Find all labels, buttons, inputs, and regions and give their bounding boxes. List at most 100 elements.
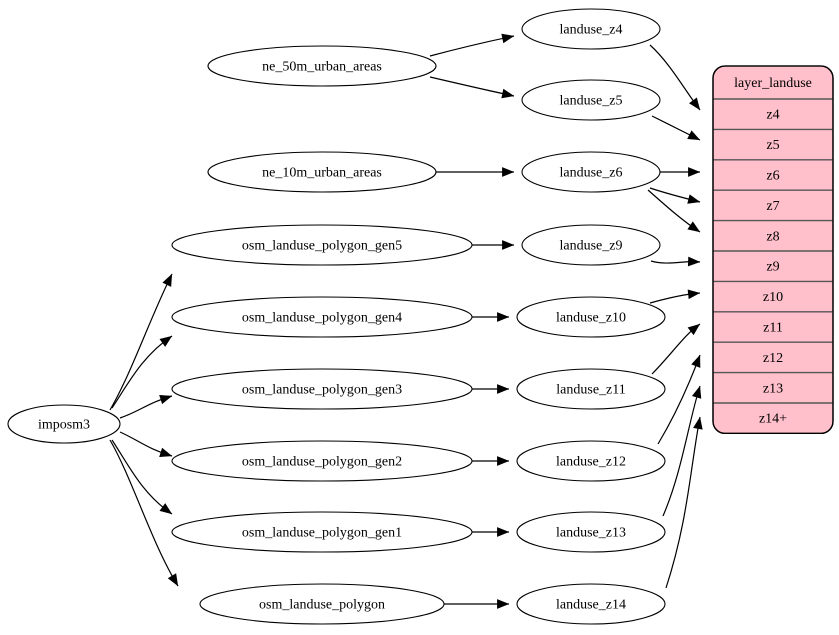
arrow-head (687, 323, 701, 336)
node-label-osm_landuse_polygon_gen2: osm_landuse_polygon_gen2 (242, 455, 402, 470)
node-label-ne_10m_urban_areas: ne_10m_urban_areas (262, 166, 382, 181)
edge-osm_landuse_polygon_gen2-to-landuse_z12 (472, 456, 510, 466)
arrow-head (501, 33, 515, 44)
source-node-osm_landuse_polygon_gen1[interactable]: osm_landuse_polygon_gen1 (171, 511, 473, 553)
record-outline (712, 65, 834, 435)
layer-node-landuse_z4[interactable]: landuse_z4 (521, 8, 661, 50)
edges-layer (109, 33, 703, 609)
edge-line (109, 439, 179, 587)
edge-landuse_z6-to-z7 (649, 187, 701, 204)
record-node-layer: layer_landuse z4 z5 z6 z7 z8 z9 z10 z11 z12 z13 z14… (712, 65, 834, 435)
record-row-label-z13: z13 (763, 381, 783, 396)
arrow-head (159, 447, 173, 458)
edge-line (109, 273, 173, 411)
layer-node-landuse_z13[interactable]: landuse_z13 (516, 511, 666, 553)
source-node-osm_landuse_polygon_gen3[interactable]: osm_landuse_polygon_gen3 (171, 368, 473, 410)
record-header-label: layer_landuse (734, 76, 812, 91)
layer-node-landuse_z9[interactable]: landuse_z9 (521, 224, 661, 266)
node-ellipse (199, 583, 445, 625)
node-ellipse (521, 8, 661, 50)
layer-node-landuse_z6[interactable]: landuse_z6 (521, 151, 661, 193)
edge-ne_50m_urban_areas-to-landuse_z5 (429, 76, 515, 99)
edge-osm_landuse_polygon_gen4-to-landuse_z10 (472, 312, 510, 322)
node-label-landuse_z13: landuse_z13 (556, 526, 626, 541)
source-node-osm_landuse_polygon_gen5[interactable]: osm_landuse_polygon_gen5 (171, 224, 473, 266)
node-label-landuse_z10: landuse_z10 (556, 311, 626, 326)
node-label-osm_landuse_polygon_gen5: osm_landuse_polygon_gen5 (242, 239, 402, 254)
node-ellipse (516, 511, 666, 553)
edge-line (429, 35, 515, 57)
record-row-label-z5: z5 (766, 138, 779, 153)
arrow-head (497, 599, 510, 609)
arrow-head (687, 256, 701, 267)
arrow-head (693, 416, 703, 430)
record-node-layer-landuse[interactable]: layer_landuse z4 z5 z6 z7 z8 z9 z10 z11 z12 z13 z14… (712, 65, 834, 435)
node-label-landuse_z14: landuse_z14 (556, 598, 626, 613)
node-label-osm_landuse_polygon_gen3: osm_landuse_polygon_gen3 (242, 383, 402, 398)
node-label-osm_landuse_polygon: osm_landuse_polygon (259, 598, 385, 613)
node-ellipse (516, 296, 666, 338)
record-row-label-z7: z7 (766, 199, 779, 214)
edge-imposm3-to-osm_landuse_polygon_gen5 (109, 273, 173, 411)
source-node-osm_landuse_polygon_gen4[interactable]: osm_landuse_polygon_gen4 (171, 296, 473, 338)
arrow-head (688, 167, 701, 177)
layer-node-landuse_z12[interactable]: landuse_z12 (516, 440, 666, 482)
layer-node-landuse_z11[interactable]: landuse_z11 (516, 368, 666, 410)
edge-imposm3-to-osm_landuse_polygon_gen2 (119, 431, 173, 458)
node-ellipse (171, 440, 473, 482)
record-row-label-z9: z9 (766, 260, 779, 275)
arrow-head (687, 130, 701, 141)
edge-landuse_z9-to-z9 (650, 256, 701, 267)
edge-line (662, 385, 701, 517)
layer-node-landuse_z10[interactable]: landuse_z10 (516, 296, 666, 338)
record-row-label-z4: z4 (766, 108, 779, 123)
record-row-label-z12: z12 (763, 351, 783, 366)
node-ellipse (171, 296, 473, 338)
record-row-label-z11: z11 (763, 321, 783, 336)
edge-imposm3-to-osm_landuse_polygon_gen3 (119, 394, 173, 419)
node-ellipse (207, 151, 437, 193)
record-row-label-z6: z6 (766, 169, 779, 184)
node-ellipse (521, 79, 661, 121)
record-row-label-z14+: z14+ (759, 412, 787, 427)
layer-node-landuse_z14[interactable]: landuse_z14 (516, 583, 666, 625)
edge-ne_50m_urban_areas-to-landuse_z4 (429, 33, 515, 57)
edge-landuse_z6-to-z6 (660, 167, 701, 177)
edge-osm_landuse_polygon_gen1-to-landuse_z13 (472, 527, 510, 537)
node-ellipse (516, 583, 666, 625)
edge-line (429, 76, 515, 97)
source-node-imposm3[interactable]: imposm3 (7, 404, 121, 444)
arrow-head (691, 354, 701, 368)
edge-landuse_z5-to-z5 (651, 115, 701, 141)
node-ellipse (207, 45, 437, 87)
arrow-head (159, 335, 173, 347)
node-ellipse (7, 404, 121, 444)
source-node-osm_landuse_polygon[interactable]: osm_landuse_polygon (199, 583, 445, 625)
arrow-head (502, 167, 515, 177)
arrow-head (687, 221, 701, 233)
source-node-ne_10m_urban_areas[interactable]: ne_10m_urban_areas (207, 151, 437, 193)
arrow-head (689, 97, 701, 111)
layer-node-landuse_z5[interactable]: landuse_z5 (521, 79, 661, 121)
node-label-imposm3: imposm3 (38, 418, 90, 433)
arrow-head (497, 527, 510, 537)
node-ellipse (516, 440, 666, 482)
nodes-layer: imposm3 ne_50m_urban_areas ne_10m_urban_ar… (7, 8, 666, 625)
node-ellipse (521, 151, 661, 193)
edge-imposm3-to-osm_landuse_polygon (109, 439, 179, 587)
node-label-landuse_z5: landuse_z5 (560, 94, 623, 109)
arrow-head (159, 503, 173, 515)
node-label-landuse_z11: landuse_z11 (556, 383, 625, 398)
record-row-label-z10: z10 (763, 290, 783, 305)
record-row-label-z8: z8 (766, 229, 779, 244)
node-label-landuse_z12: landuse_z12 (556, 455, 626, 470)
source-node-ne_50m_urban_areas[interactable]: ne_50m_urban_areas (207, 45, 437, 87)
source-node-osm_landuse_polygon_gen2[interactable]: osm_landuse_polygon_gen2 (171, 440, 473, 482)
arrow-head (497, 312, 510, 322)
edge-osm_landuse_polygon-to-landuse_z14 (444, 599, 510, 609)
edge-ne_10m_urban_areas-to-landuse_z6 (436, 167, 515, 177)
edge-landuse_z6-to-z8 (647, 189, 701, 233)
node-ellipse (171, 511, 473, 553)
node-ellipse (171, 368, 473, 410)
